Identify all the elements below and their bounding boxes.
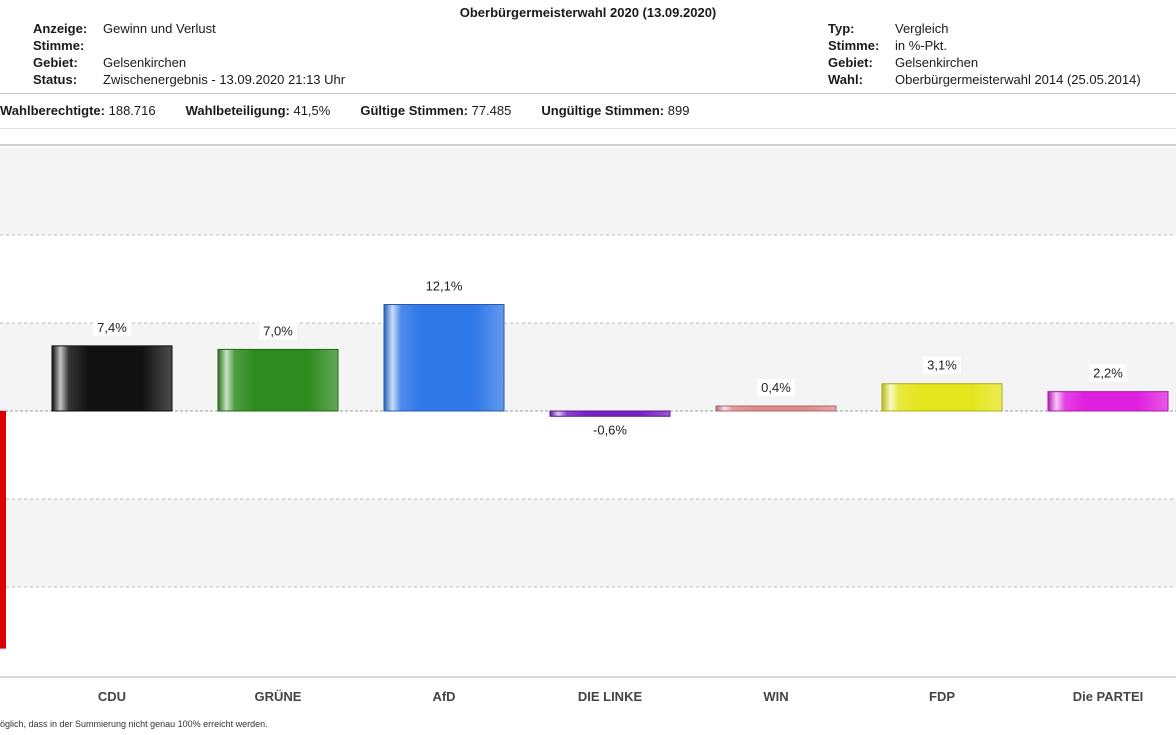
meta-label: Stimme: (33, 38, 85, 53)
meta-label: Gebiet: (33, 55, 78, 70)
category-label-win: WIN (763, 689, 789, 704)
bar-cdu (51, 345, 173, 412)
data-label-cdu: 7,4% (97, 320, 127, 335)
meta-row-gebiet: Gebiet: Gelsenkirchen (33, 54, 345, 71)
data-label-win: 0,4% (761, 380, 791, 395)
meta-right: Typ: Vergleich Stimme: in %-Pkt. Gebiet:… (828, 20, 1141, 88)
meta-value: Gelsenkirchen (895, 55, 979, 70)
bar-chart: 7,4% 7,0% 12,1% -0,6% 0,4% 3,1% 2,2% (0, 144, 1176, 678)
page-title: Oberbürgermeisterwahl 2020 (13.09.2020) (459, 5, 717, 20)
meta-row-gebiet: Gebiet: Gelsenkirchen (828, 54, 1141, 71)
stat-value: 41,5% (293, 103, 331, 118)
meta-row-stimme: Stimme: in %-Pkt. (828, 37, 1141, 54)
meta-left: Anzeige: Gewinn und Verlust Stimme: Gebi… (33, 20, 345, 88)
category-label-fdp: FDP (929, 689, 955, 704)
plot-band (0, 499, 1176, 587)
data-label-bg (93, 318, 131, 336)
footnote: öglich, dass in der Summierung nicht gen… (0, 719, 268, 729)
meta-label: Status: (33, 72, 78, 87)
meta-row-stimme: Stimme: (33, 37, 345, 54)
bar-gruene (217, 348, 339, 412)
meta-row-status: Status: Zwischenergebnis - 13.09.2020 21… (33, 71, 345, 88)
stat-value: 188.716 (108, 103, 156, 118)
meta-label: Gebiet: (828, 55, 873, 70)
header-divider (0, 93, 1176, 94)
data-label-bg (421, 277, 467, 295)
plot-band (0, 147, 1176, 235)
data-label-fdp: 3,1% (927, 358, 957, 373)
meta-value: in %-Pkt. (895, 38, 948, 53)
chart-area: 7,4% 7,0% 12,1% -0,6% 0,4% 3,1% 2,2% (0, 144, 1176, 679)
category-label-die-linke: DIE LINKE (577, 689, 643, 704)
meta-value: Vergleich (895, 21, 949, 36)
meta-label: Typ: (828, 21, 855, 36)
meta-label: Wahl: (828, 72, 863, 87)
meta-value: Oberbürgermeisterwahl 2014 (25.05.2014) (895, 72, 1141, 87)
bar-afd (383, 304, 505, 412)
bar-die-linke (549, 410, 671, 417)
stats-divider (0, 128, 1176, 129)
bar-fdp (881, 383, 1003, 412)
stat-label: Gültige Stimmen: (360, 103, 468, 118)
bar-win (715, 405, 837, 412)
partial-bar-left (0, 411, 6, 649)
data-label-die-linke: -0,6% (593, 422, 627, 437)
meta-value: Zwischenergebnis - 13.09.2020 21:13 Uhr (103, 72, 346, 87)
category-label-cdu: CDU (97, 689, 127, 704)
data-label-bg (923, 356, 961, 374)
category-label-die-partei: Die PARTEI (1072, 689, 1144, 704)
meta-label: Stimme: (828, 38, 880, 53)
data-label-bg (1089, 364, 1127, 382)
data-label-bg (259, 322, 297, 340)
data-label-bg (757, 379, 795, 396)
meta-row-wahl: Wahl: Oberbürgermeisterwahl 2014 (25.05.… (828, 71, 1141, 88)
meta-value: Gelsenkirchen (103, 55, 187, 70)
stat-wahlbeteiligung: Wahlbeteiligung: 41,5% (186, 103, 331, 118)
meta-label: Anzeige: (33, 21, 88, 36)
category-label-afd: AfD (432, 689, 456, 704)
meta-row-typ: Typ: Vergleich (828, 20, 1141, 37)
stat-value: 77.485 (471, 103, 512, 118)
category-label-gruene: GRÜNE (254, 689, 302, 704)
bar-die-partei (1047, 391, 1169, 412)
stat-label: Ungültige Stimmen: (541, 103, 665, 118)
stat-wahlberechtigte: Wahlberechtigte: 188.716 (0, 103, 156, 118)
stat-label: Wahlberechtigte: (0, 103, 105, 118)
stat-value: 899 (667, 103, 690, 118)
stat-gueltige-stimmen: Gültige Stimmen: 77.485 (360, 103, 511, 118)
category-labels: CDU GRÜNE AfD DIE LINKE WIN FDP Die PART… (0, 689, 1176, 707)
stats-bar: Wahlberechtigte: 188.716 Wahlbeteiligung… (0, 103, 719, 118)
stat-label: Wahlbeteiligung: (185, 103, 290, 118)
meta-value: Gewinn und Verlust (103, 21, 216, 36)
data-label-bg (587, 421, 633, 439)
stat-ungueltige-stimmen: Ungültige Stimmen: 899 (541, 103, 689, 118)
meta-row-anzeige: Anzeige: Gewinn und Verlust (33, 20, 345, 37)
data-label-die-partei: 2,2% (1093, 366, 1123, 381)
data-label-afd: 12,1% (426, 279, 463, 294)
data-label-gruene: 7,0% (263, 323, 293, 338)
